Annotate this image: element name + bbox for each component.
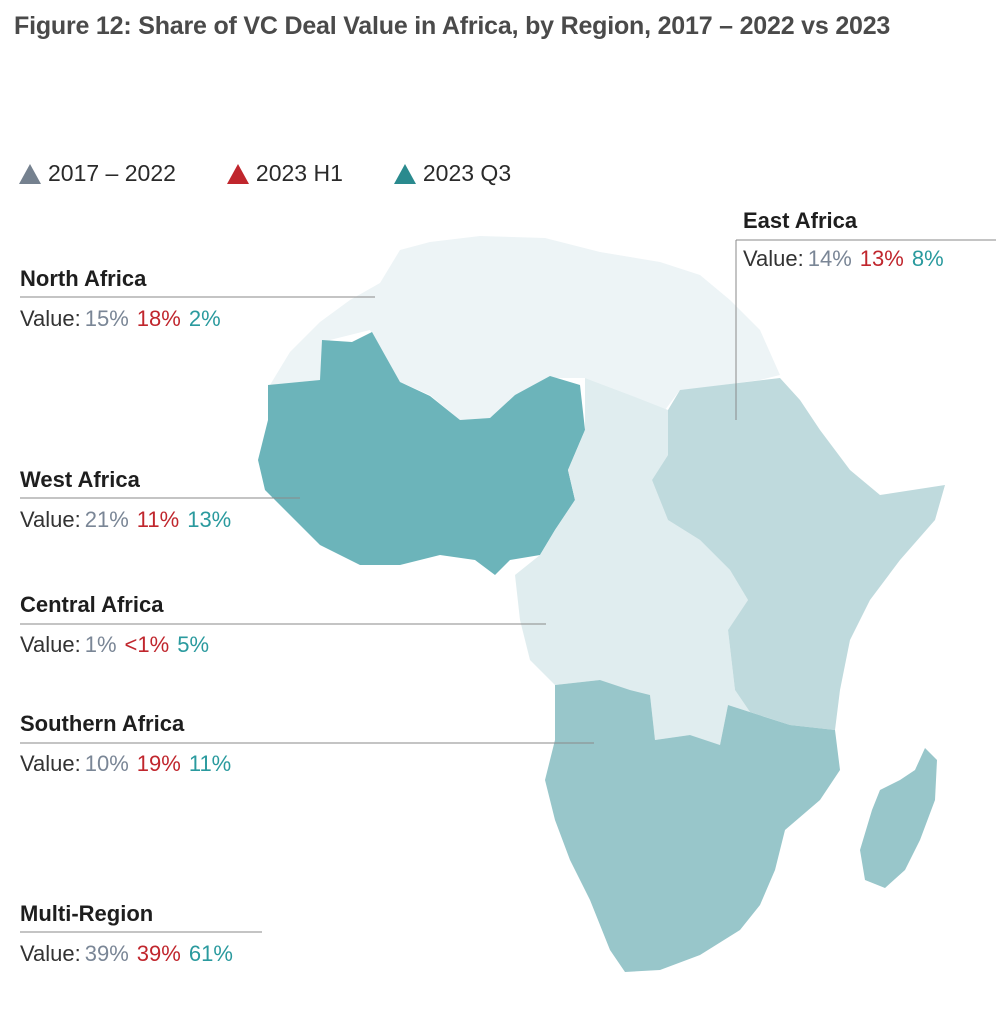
- madagascar-region: [860, 748, 937, 888]
- region-name: East Africa: [743, 208, 858, 233]
- value-2023-h1: 11%: [136, 507, 180, 532]
- value-2023-q3: 13%: [187, 507, 232, 532]
- region-values: Value: 39% 39% 61%: [20, 941, 241, 967]
- region-label-north: North Africa Value: 15% 18% 2%: [20, 266, 229, 332]
- west-africa-region: [258, 332, 585, 575]
- value-2023-q3: 2%: [188, 306, 221, 331]
- region-name: Multi-Region: [20, 901, 154, 926]
- value-2017-2022: 14%: [807, 246, 852, 271]
- region-values: Value: 1% <1% 5%: [20, 632, 217, 658]
- legend-item-2023-h1: 2023 H1: [226, 160, 343, 187]
- value-2023-h1: 19%: [136, 751, 181, 776]
- central-africa-region: [515, 378, 750, 745]
- triangle-icon: [393, 163, 416, 184]
- figure-title: Figure 12: Share of VC Deal Value in Afr…: [14, 12, 891, 40]
- value-prefix: Value:: [20, 632, 81, 657]
- southern-africa-region: [545, 680, 840, 972]
- value-prefix: Value:: [20, 306, 81, 331]
- legend-item-2023-q3: 2023 Q3: [393, 160, 511, 187]
- value-2023-q3: 11%: [188, 751, 232, 776]
- region-name: North Africa: [20, 266, 147, 291]
- value-prefix: Value:: [743, 246, 804, 271]
- region-values: Value: 10% 19% 11%: [20, 751, 239, 777]
- value-2023-q3: 5%: [177, 632, 209, 657]
- region-values: Value: 15% 18% 2%: [20, 306, 229, 332]
- legend-label: 2017 – 2022: [48, 160, 176, 186]
- region-name: West Africa: [20, 467, 140, 492]
- value-2017-2022: 39%: [84, 941, 129, 966]
- value-2023-h1: 13%: [859, 246, 904, 271]
- triangle-icon: [226, 163, 249, 184]
- legend-item-2017-2022: 2017 – 2022: [18, 160, 176, 187]
- value-2017-2022: 15%: [84, 306, 129, 331]
- region-values: Value: 14% 13% 8%: [743, 246, 952, 272]
- region-name: Central Africa: [20, 592, 164, 617]
- legend-label: 2023 H1: [255, 160, 343, 186]
- region-label-multi: Multi-Region Value: 39% 39% 61%: [20, 901, 241, 967]
- region-label-west: West Africa Value: 21% 11% 13%: [20, 467, 239, 533]
- value-2017-2022: 10%: [84, 751, 129, 776]
- region-label-central: Central Africa Value: 1% <1% 5%: [20, 592, 217, 658]
- north-africa-region: [270, 236, 780, 420]
- region-values: Value: 21% 11% 13%: [20, 507, 239, 533]
- value-prefix: Value:: [20, 941, 81, 966]
- triangle-icon: [19, 163, 41, 184]
- value-2023-h1: 39%: [136, 941, 181, 966]
- region-label-southern: Southern Africa Value: 10% 19% 11%: [20, 711, 239, 777]
- value-2023-q3: 61%: [188, 941, 233, 966]
- region-label-east: East Africa Value: 14% 13% 8%: [743, 208, 952, 272]
- east-africa-region: [652, 378, 945, 730]
- value-2023-h1: <1%: [124, 632, 170, 657]
- legend-label: 2023 Q3: [422, 160, 512, 186]
- legend: 2017 – 2022 2023 H1 2023 Q3: [18, 160, 511, 187]
- value-prefix: Value:: [20, 751, 81, 776]
- value-2017-2022: 21%: [84, 507, 129, 532]
- value-2017-2022: 1%: [84, 632, 117, 657]
- value-2023-q3: 8%: [911, 246, 944, 271]
- value-prefix: Value:: [20, 507, 81, 532]
- value-2023-h1: 18%: [136, 306, 181, 331]
- region-name: Southern Africa: [20, 711, 185, 736]
